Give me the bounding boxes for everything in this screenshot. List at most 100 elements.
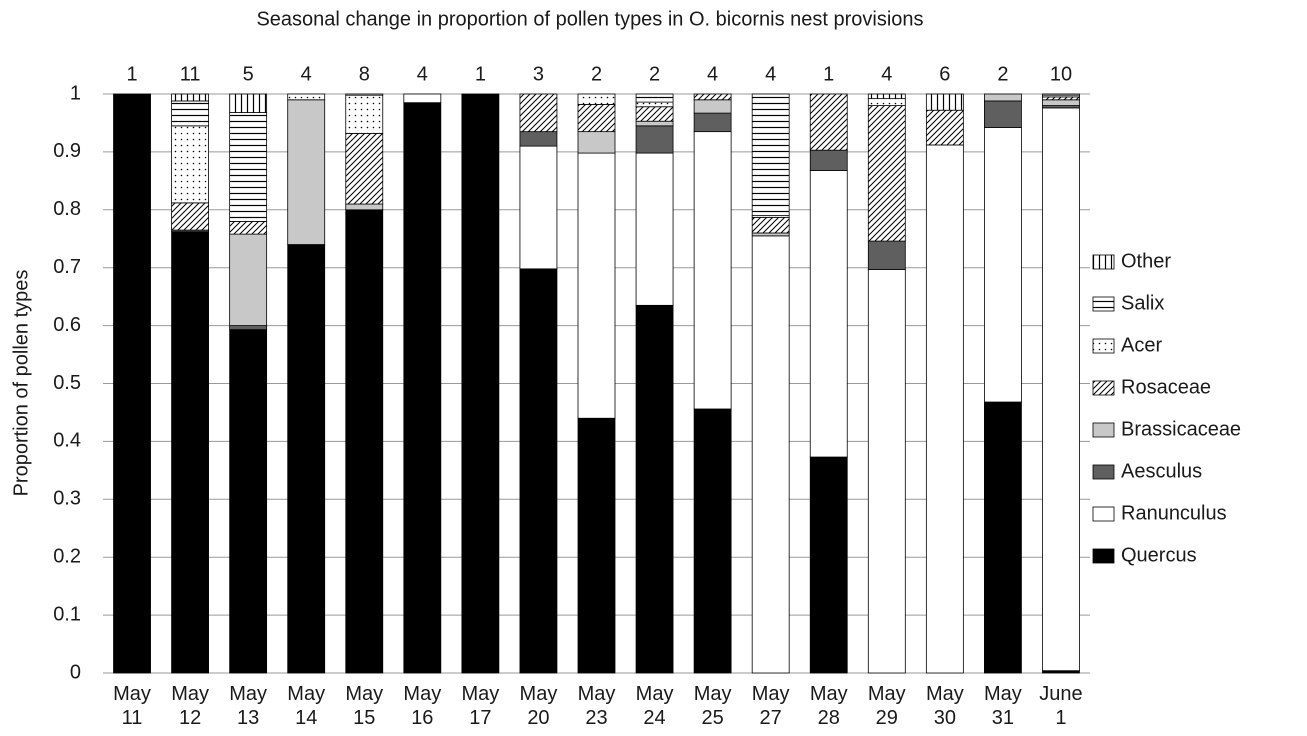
legend-swatch	[1092, 464, 1115, 480]
bar-segment	[635, 106, 674, 122]
sample-size-label: 10	[1050, 63, 1072, 85]
sample-size-label: 4	[881, 63, 892, 85]
sample-size-label: 4	[301, 63, 312, 85]
y-tick-label: 0.7	[53, 256, 81, 278]
bar-segment	[693, 93, 732, 101]
bar-segment	[171, 100, 209, 127]
y-tick-label: 0.5	[53, 372, 81, 394]
bar-segment	[925, 144, 964, 674]
bar-segment	[693, 99, 732, 114]
sample-size-label: 2	[997, 63, 1008, 85]
bar-segment	[809, 170, 848, 458]
bar-segment	[635, 152, 674, 306]
x-tick-label: May 28	[810, 683, 848, 729]
bar-segment	[229, 112, 268, 222]
x-tick-label: May 30	[926, 683, 964, 729]
y-tick-label: 0	[70, 661, 81, 683]
legend-label: Aesculus	[1121, 460, 1202, 482]
sample-size-label: 4	[707, 63, 718, 85]
bar-segment	[577, 93, 616, 105]
bar-segment	[345, 209, 384, 674]
y-tick-label: 0.4	[53, 430, 81, 452]
x-tick-label: June 1	[1039, 683, 1082, 729]
bar-segment	[519, 145, 558, 270]
bar-segment	[345, 203, 384, 211]
bar-segment	[287, 99, 326, 245]
bar-segment	[635, 93, 674, 103]
bar-segment	[1042, 107, 1080, 672]
bar-segment	[403, 93, 442, 104]
bar-segment	[635, 125, 674, 154]
x-tick-label: May 23	[578, 683, 616, 729]
bar-segment	[809, 149, 848, 171]
bar-segment	[867, 269, 906, 674]
bar-segment	[925, 93, 964, 111]
sample-size-label: 11	[180, 63, 201, 85]
legend-label: Rosaceae	[1121, 376, 1211, 398]
bar-segment	[113, 93, 151, 674]
x-tick-label: May 11	[113, 683, 151, 729]
x-tick-label: May 29	[868, 683, 906, 729]
bar-segment	[1042, 99, 1080, 106]
bar-segment	[867, 93, 906, 100]
bar-segment	[693, 408, 732, 674]
x-tick-label: May 12	[171, 683, 209, 729]
bar-segment	[171, 93, 209, 102]
bar-segment	[925, 109, 964, 146]
legend-label: Salix	[1121, 292, 1164, 314]
sample-size-label: 1	[823, 63, 834, 85]
x-tick-label: May 25	[694, 683, 732, 729]
bar-segment	[171, 202, 209, 231]
sample-size-label: 5	[243, 63, 254, 85]
legend-swatch	[1092, 254, 1115, 270]
legend-swatch	[1092, 506, 1115, 522]
bar-segment	[229, 329, 268, 674]
bar-segment	[635, 304, 674, 674]
x-tick-label: May 17	[461, 683, 499, 729]
x-tick-label: May 31	[984, 683, 1022, 729]
legend-swatch	[1092, 422, 1115, 438]
sample-size-label: 8	[359, 63, 370, 85]
x-tick-label: May 20	[520, 683, 558, 729]
bar-segment	[809, 456, 848, 674]
sample-size-label: 6	[939, 63, 950, 85]
legend-label: Other	[1121, 250, 1171, 272]
bar-segment	[519, 93, 558, 133]
bar-segment	[345, 94, 384, 134]
bar-segment	[171, 125, 209, 204]
bar-segment	[287, 93, 326, 101]
bar-segment	[751, 216, 790, 234]
bar-segment	[171, 231, 209, 674]
bar-segment	[809, 93, 848, 151]
bar-segment	[635, 120, 674, 127]
bar-segment	[984, 100, 1022, 128]
bar-segment	[345, 93, 384, 96]
legend-swatch	[1092, 548, 1115, 564]
bar-segment	[867, 105, 906, 242]
legend-label: Quercus	[1121, 544, 1197, 566]
bar-segment	[519, 268, 558, 674]
y-tick-label: 0.1	[53, 603, 81, 625]
bar-segment	[345, 132, 384, 205]
x-tick-label: May 24	[636, 683, 674, 729]
x-tick-label: May 15	[345, 683, 383, 729]
bar-segment	[577, 152, 616, 419]
legend-label: Acer	[1121, 334, 1162, 356]
bar-segment	[693, 112, 732, 133]
sample-size-label: 4	[417, 63, 428, 85]
bar-segment	[229, 233, 268, 326]
y-tick-label: 0.9	[53, 140, 81, 162]
bar-segment	[751, 232, 790, 237]
bar-segment	[984, 93, 1022, 102]
y-axis-label: Proportion of pollen types	[10, 270, 32, 497]
bar-segment	[577, 417, 616, 674]
legend-swatch	[1092, 296, 1115, 312]
x-tick-label: May 13	[229, 683, 267, 729]
y-tick-label: 0.8	[53, 198, 81, 220]
bar-segment	[577, 131, 616, 154]
bar-segment	[287, 244, 326, 674]
bar-segment	[1042, 96, 1080, 101]
bar-segment	[229, 93, 268, 113]
bar-segment	[693, 131, 732, 410]
